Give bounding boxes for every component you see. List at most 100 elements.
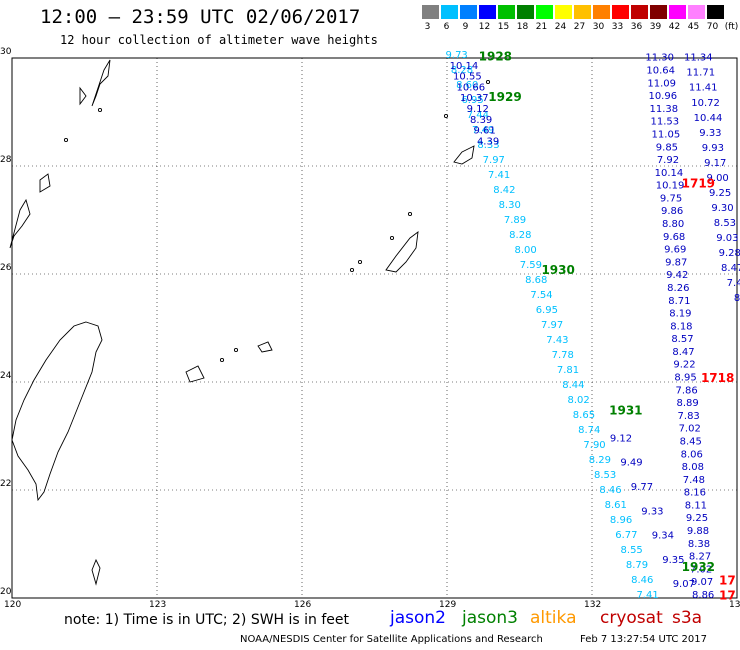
wave-height-value: 11.41 — [689, 83, 718, 94]
wave-height-value: 8.02 — [568, 395, 590, 406]
colorbar-tick: 30 — [592, 22, 605, 32]
page-subtitle: 12 hour collection of altimeter wave hei… — [60, 33, 378, 47]
wave-height-value: 9.33 — [699, 128, 721, 139]
island — [453, 145, 475, 165]
wave-height-value: 8.68 — [525, 275, 547, 286]
legend-altika: altika — [530, 608, 577, 628]
wave-height-value: 6.95 — [461, 95, 483, 106]
colorbar-tick: 6 — [443, 22, 450, 32]
latitude-label: 22 — [0, 479, 12, 489]
wave-height-value: 7.89 — [504, 215, 526, 226]
pass-time-label: 17 — [719, 574, 736, 588]
wave-height-value: 8.08 — [682, 462, 704, 473]
colorbar-swatch — [574, 5, 591, 19]
wave-height-value: 11.53 — [651, 117, 680, 128]
wave-height-value: 8.46 — [631, 575, 653, 586]
colorbar-swatch — [498, 5, 515, 19]
colorbar-tick: 24 — [554, 22, 567, 32]
legend-jason3: jason3 — [462, 608, 518, 628]
wave-height-value: 9.77 — [631, 482, 653, 493]
legend-jason2: jason2 — [390, 608, 446, 628]
wave-height-value: 9.75 — [660, 193, 682, 204]
wave-height-value: 7.59 — [520, 260, 542, 271]
wave-height-value: 7.02 — [690, 564, 712, 575]
island — [91, 59, 111, 107]
wave-height-value: 8.47 — [672, 347, 694, 358]
island — [39, 173, 51, 193]
wave-height-value: 7.41 — [488, 170, 510, 181]
island — [257, 341, 273, 353]
latitude-label: 28 — [0, 155, 12, 165]
longitude-label: 123 — [149, 600, 167, 610]
colorbar-swatch — [422, 5, 439, 19]
colorbar-swatch — [612, 5, 629, 19]
wave-height-value: 8.44 — [562, 380, 584, 391]
wave-height-value: 11.71 — [686, 68, 715, 79]
wave-height-value: 8 — [734, 293, 740, 304]
colorbar-swatch — [479, 5, 496, 19]
wave-height-value: 8.06 — [681, 449, 703, 460]
map-frame — [11, 57, 738, 599]
wave-height-value: 11.34 — [684, 53, 713, 64]
wave-height-value: 9.03 — [716, 233, 738, 244]
pass-time-label: 1932 — [682, 560, 715, 574]
latitude-label: 24 — [0, 371, 12, 381]
wave-height-value: 8.28 — [451, 65, 473, 76]
wave-height-value: 8.65 — [573, 410, 595, 421]
islet — [485, 79, 491, 85]
islet — [389, 235, 395, 241]
legend-cryosat: cryosat — [600, 608, 663, 628]
wave-height-value: 9.25 — [686, 513, 708, 524]
footer-note: note: 1) Time is in UTC; 2) SWH is in fe… — [64, 612, 350, 628]
colorbar-tick: 21 — [535, 22, 548, 32]
wave-height-value: 8.96 — [610, 515, 632, 526]
wave-height-value: 9.34 — [652, 531, 674, 542]
islet — [233, 347, 239, 353]
latitude-label: 26 — [0, 263, 12, 273]
wave-height-value: 9.07 — [673, 579, 695, 590]
wave-height-value: 9.12 — [467, 104, 489, 115]
wave-height-value: 9.49 — [620, 458, 642, 469]
wave-height-value: 7.97 — [541, 320, 563, 331]
wave-height-value: 9.28 — [719, 248, 740, 259]
taiwan-island — [11, 321, 103, 502]
colorbar-swatch — [536, 5, 553, 19]
wave-height-value: 8.16 — [684, 488, 706, 499]
wave-height-value: 7.86 — [675, 385, 697, 396]
islet — [443, 113, 449, 119]
wave-height-value: 9.42 — [666, 270, 688, 281]
colorbar-swatch — [707, 5, 724, 19]
colorbar-swatch — [669, 5, 686, 19]
colorbar-tick: 36 — [630, 22, 643, 32]
wave-height-value: 8.00 — [514, 245, 536, 256]
wave-height-value: 8.57 — [671, 334, 693, 345]
wave-height-value: 9.35 — [662, 555, 684, 566]
wave-height-value: 9.12 — [610, 433, 632, 444]
wave-height-value: 7.92 — [657, 155, 679, 166]
island — [9, 198, 31, 249]
islet — [357, 259, 363, 265]
colorbar-tick: 45 — [687, 22, 700, 32]
wave-height-value: 7.49 — [472, 125, 494, 136]
wave-height-value: 8.80 — [662, 219, 684, 230]
wave-height-value: 8.30 — [499, 200, 521, 211]
wave-height-value: 8.53 — [714, 218, 736, 229]
wave-height-value: 9.69 — [664, 245, 686, 256]
colorbar-swatch — [650, 5, 667, 19]
island — [185, 365, 205, 383]
wave-height-value: 8.38 — [688, 539, 710, 550]
wave-height-value: 6.77 — [615, 530, 637, 541]
wave-height-value: 8.26 — [667, 283, 689, 294]
wave-height-value: 10.66 — [457, 82, 486, 93]
wave-height-value: 7.41 — [636, 590, 658, 601]
wave-height-value: 8.79 — [626, 560, 648, 571]
wave-height-value: 9.93 — [702, 143, 724, 154]
wave-height-value: 10.64 — [646, 65, 675, 76]
pass-time-label: 1931 — [609, 403, 642, 417]
colorbar-tick: 3 — [424, 22, 431, 32]
wave-height-value: 8.86 — [692, 590, 714, 601]
wave-height-value: 7.81 — [557, 365, 579, 376]
wave-height-value: 8.71 — [668, 296, 690, 307]
wave-height-value: 10.55 — [453, 72, 482, 83]
